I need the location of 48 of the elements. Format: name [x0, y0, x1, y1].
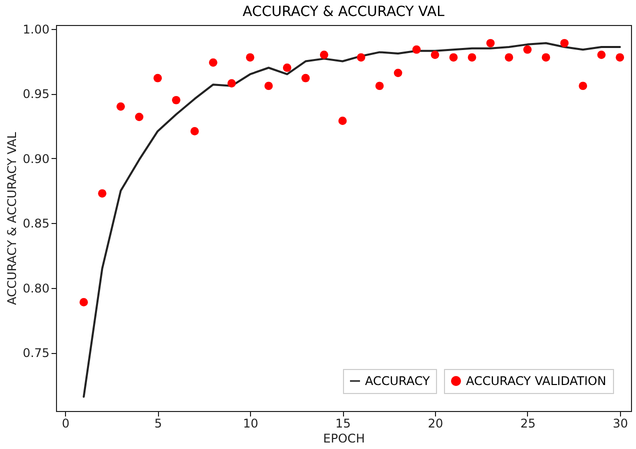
chart-title: ACCURACY & ACCURACY VAL: [242, 4, 445, 20]
point: [264, 82, 273, 90]
y-tick-label: 0.95: [22, 87, 50, 102]
point: [504, 53, 514, 62]
point: [227, 79, 236, 88]
point: [523, 45, 532, 54]
y-tick-label: 0.90: [22, 152, 50, 166]
point: [116, 102, 125, 111]
legend-label: ACCURACY VALIDATION: [466, 374, 606, 388]
point: [282, 64, 292, 72]
point: [246, 53, 254, 62]
point: [560, 38, 569, 48]
x-tick-label: 25: [520, 416, 536, 430]
point: [542, 53, 550, 62]
point: [80, 298, 88, 306]
y-tick-label: 0.80: [22, 281, 50, 296]
legend-label: ACCURACY: [365, 374, 431, 388]
point: [430, 50, 440, 59]
x-tick-label: 15: [335, 416, 351, 430]
point: [98, 189, 106, 198]
point: [208, 58, 218, 67]
point: [356, 53, 366, 62]
point: [320, 50, 328, 59]
point: [468, 53, 476, 62]
point: [449, 53, 458, 62]
point: [486, 38, 495, 48]
point: [394, 68, 402, 78]
x-axis-title: EPOCH: [323, 432, 365, 446]
x-tick-label: 20: [428, 416, 444, 430]
x-tick-label: 10: [242, 416, 258, 430]
point: [597, 50, 606, 59]
point: [172, 96, 180, 104]
point: [375, 82, 384, 90]
point: [154, 74, 162, 82]
point: [338, 116, 347, 126]
point: [301, 74, 310, 82]
y-tick-label: 0.75: [22, 346, 50, 360]
x-tick-label: 5: [154, 416, 162, 430]
point: [578, 82, 588, 90]
point: [412, 45, 421, 54]
y-tick-label: 1.00: [22, 22, 50, 36]
point: [135, 112, 144, 122]
point: [190, 127, 199, 136]
x-tick-label: 0: [62, 416, 70, 430]
y-axis-title: ACCURACY & ACCURACY VAL: [4, 132, 19, 305]
point: [616, 53, 624, 62]
x-tick-label: 30: [612, 416, 628, 430]
y-tick-label: 0.85: [22, 216, 50, 231]
